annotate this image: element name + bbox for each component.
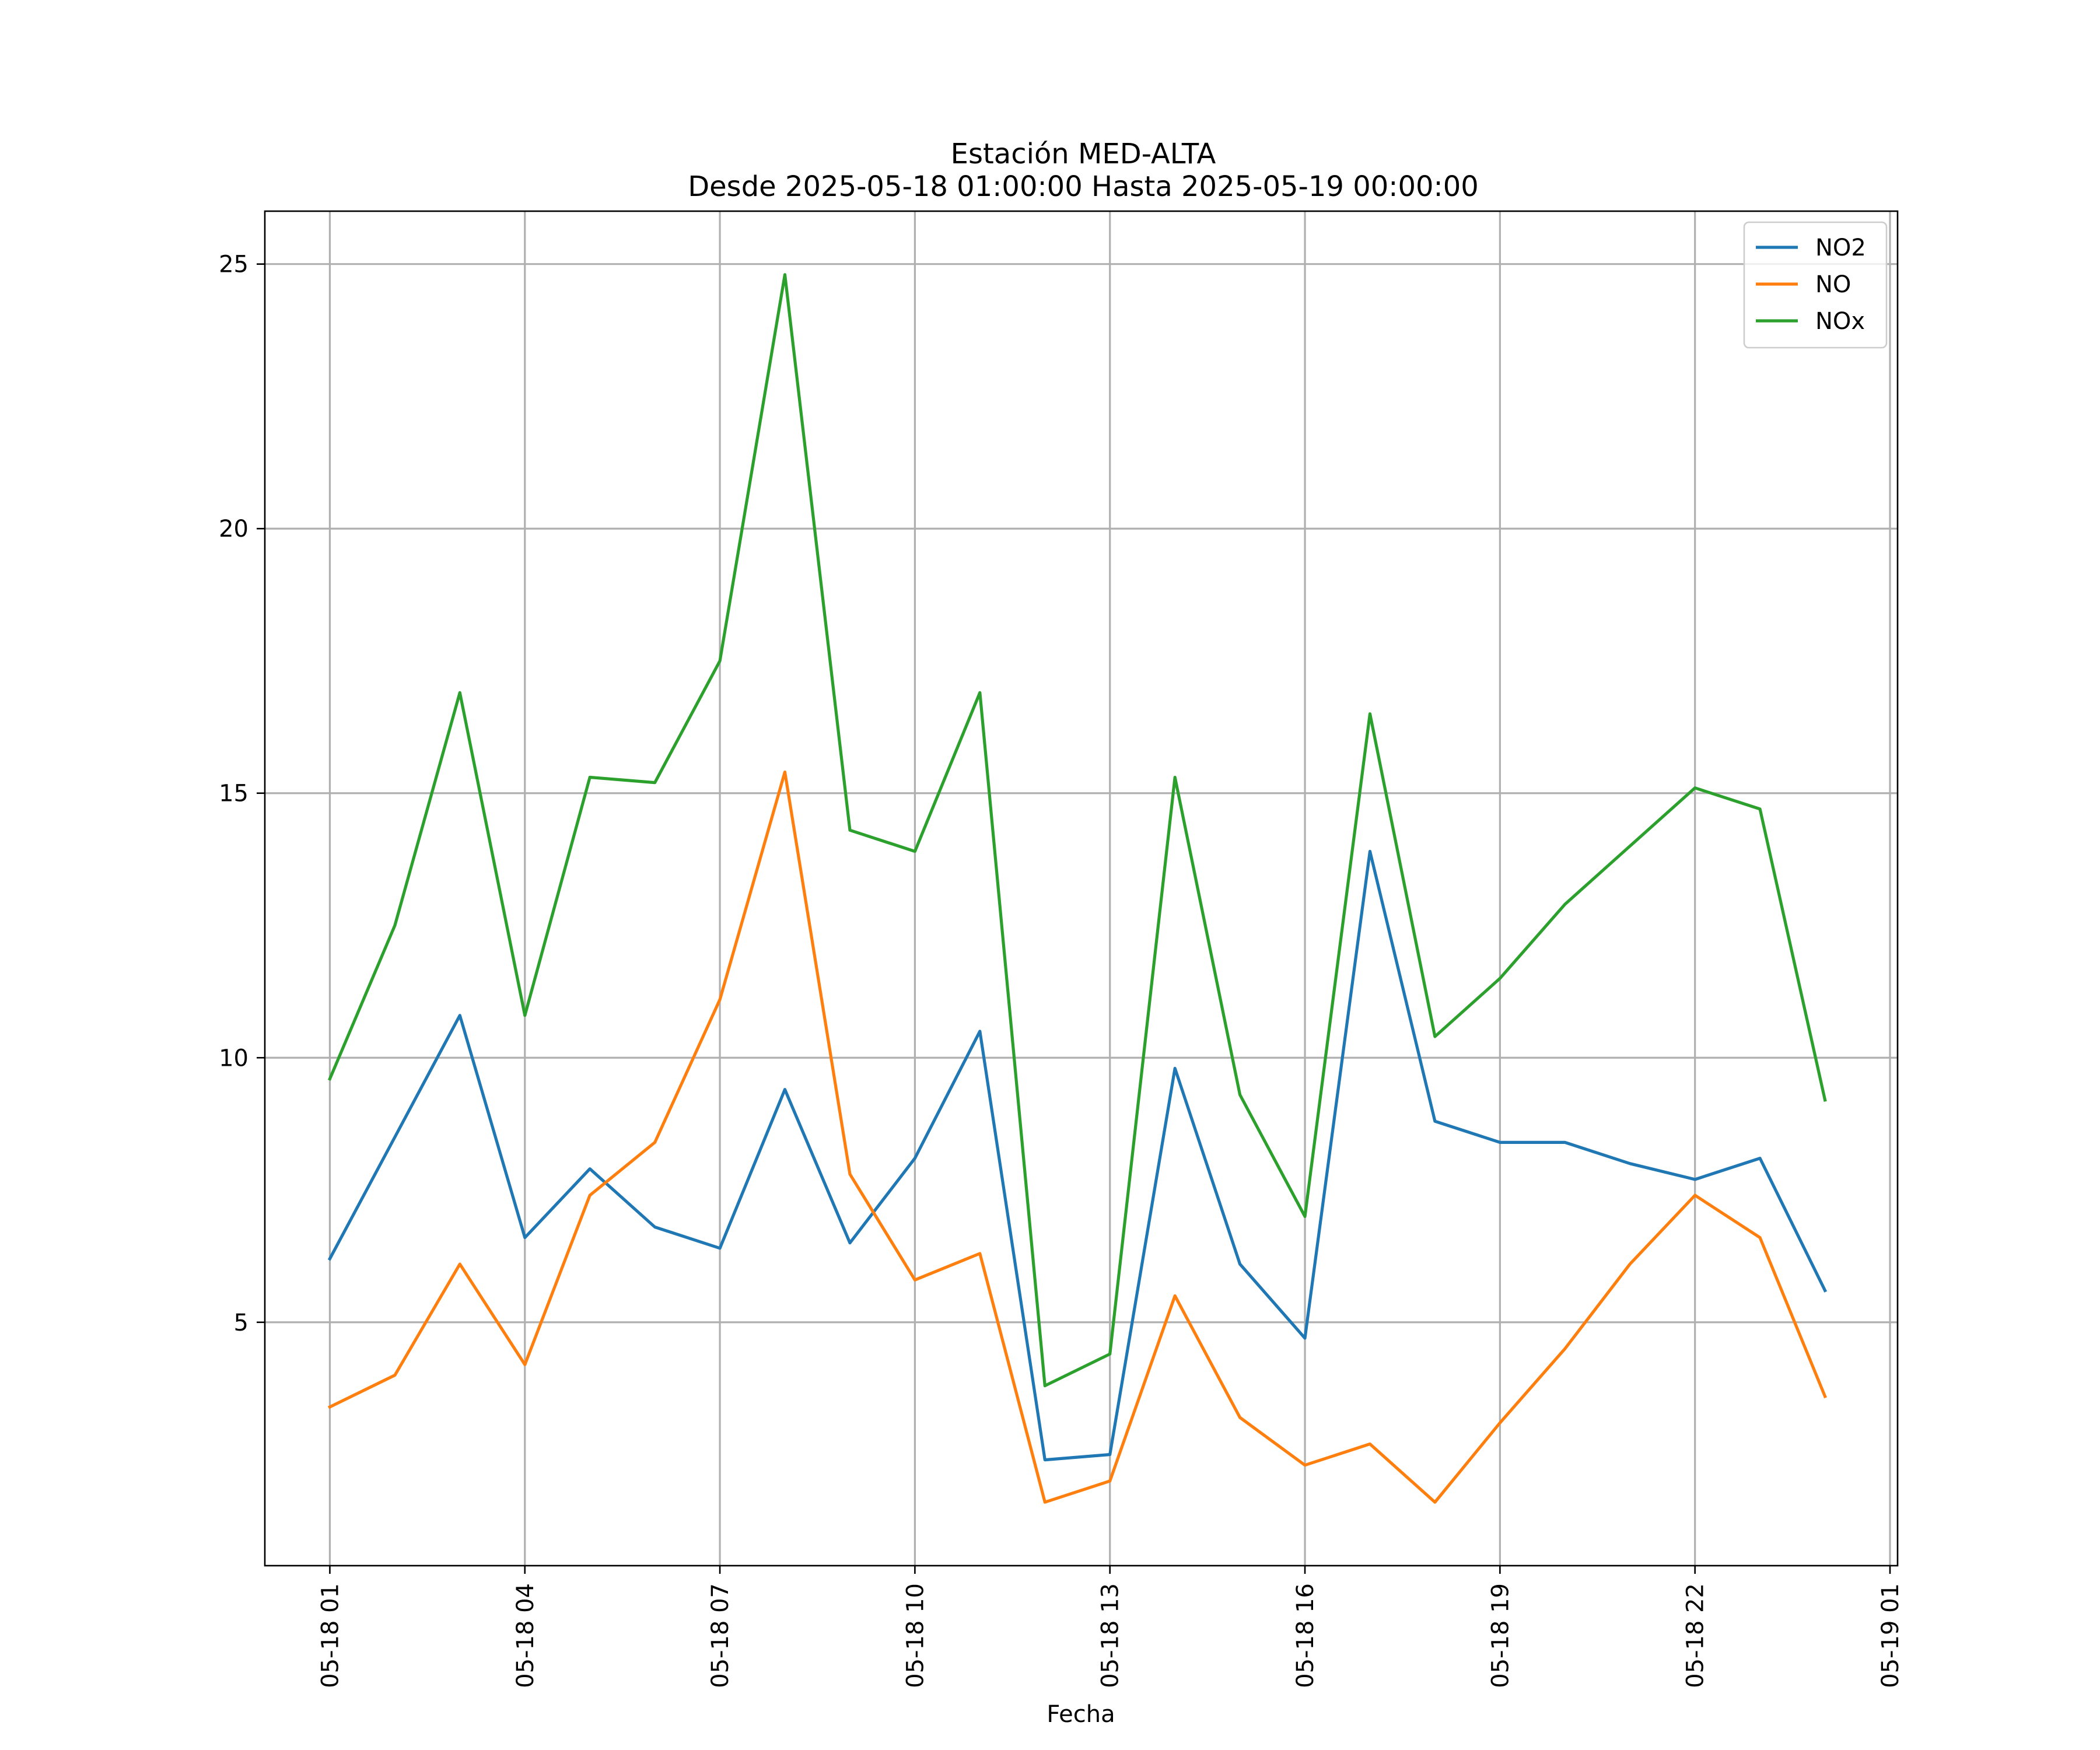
y-tick-label: 5	[234, 1310, 249, 1336]
x-axis-label: Fecha	[1046, 1701, 1115, 1728]
series-line-nox	[327, 273, 1827, 1388]
x-tick-label: 05-18 13	[1097, 1583, 1124, 1688]
y-tick-label: 25	[219, 251, 249, 278]
legend: NO2 NO NOx	[1743, 221, 1888, 349]
legend-label-nox: NOx	[1815, 308, 1865, 335]
grid	[265, 211, 1898, 1566]
series-line-no2	[327, 849, 1828, 1462]
legend-label-no2: NO2	[1815, 235, 1866, 261]
x-tick-label: 05-18 07	[707, 1583, 734, 1688]
x-tick-label: 05-18 04	[512, 1583, 539, 1688]
x-tick-label: 05-18 22	[1682, 1583, 1709, 1688]
series-line-no	[327, 770, 1827, 1504]
x-tick-label: 05-18 01	[317, 1583, 344, 1688]
legend-label-no: NO	[1815, 271, 1851, 298]
legend-box	[1743, 221, 1888, 349]
chart-subtitle: Desde 2025-05-18 01:00:00 Hasta 2025-05-…	[688, 170, 1479, 203]
chart-title: Estación MED-ALTA	[951, 138, 1216, 170]
x-tick-label: 05-18 10	[902, 1583, 929, 1688]
y-tick-label: 15	[219, 780, 249, 807]
y-tick-label: 10	[219, 1045, 249, 1072]
x-tick-label: 05-18 16	[1292, 1583, 1319, 1688]
plot-frame	[264, 210, 1899, 1567]
y-tick-label: 20	[219, 516, 249, 542]
x-tick-label: 05-19 01	[1877, 1583, 1904, 1688]
series-lines	[327, 273, 1828, 1504]
axis-ticks: 05-18 01 05-18 04 05-18 07 05-18 10 05-18 13…	[219, 251, 1904, 1688]
x-tick-label: 05-18 19	[1487, 1583, 1514, 1688]
